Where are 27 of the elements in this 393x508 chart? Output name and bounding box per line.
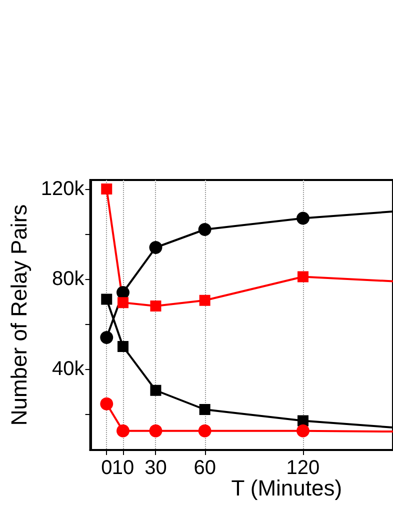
x-tick-label: 60: [194, 457, 216, 479]
point: [117, 297, 128, 308]
point: [296, 424, 310, 438]
point: [298, 271, 308, 282]
point: [116, 286, 130, 299]
point: [296, 212, 310, 225]
point: [199, 294, 210, 306]
point: [117, 341, 128, 352]
y-tick-label: 120k: [40, 178, 86, 200]
point: [100, 331, 114, 344]
point: [198, 424, 212, 438]
point: [149, 424, 162, 438]
point: [149, 241, 162, 254]
point: [100, 397, 114, 410]
point: [101, 184, 112, 194]
y-tick-label: 40k: [52, 358, 86, 380]
x-tick-label: 0: [101, 457, 112, 479]
point: [199, 404, 210, 415]
point: [150, 384, 162, 396]
point: [150, 300, 162, 312]
point: [101, 294, 112, 305]
point: [198, 223, 212, 236]
x-tick-label: 30: [144, 457, 167, 479]
y-axis-title: Number of Relay Pairs: [6, 204, 32, 426]
point: [116, 424, 130, 438]
y-tick-label: 80k: [52, 268, 86, 290]
x-tick-label: 10: [112, 457, 134, 479]
